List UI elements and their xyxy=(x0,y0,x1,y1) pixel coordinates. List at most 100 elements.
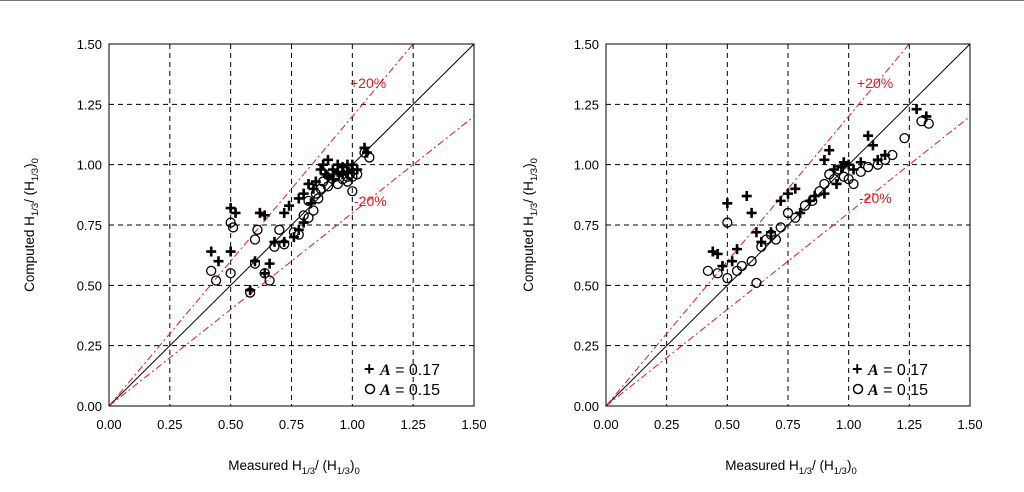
tick-labels: 0.00 0.25 0.50 0.75 1.00 1.25 1.50 0.00 0.25 0.50… xyxy=(77,37,487,432)
plus-point xyxy=(206,246,217,257)
circle-point xyxy=(288,227,300,238)
circle-point xyxy=(337,173,348,185)
circle-point xyxy=(252,224,263,235)
plus-point xyxy=(727,256,738,267)
legend-circle-marker xyxy=(852,383,864,395)
circle-point xyxy=(916,116,927,127)
circle-point xyxy=(313,193,324,204)
x-tick-label: 1.00 xyxy=(340,417,365,432)
x-tick-label: 1.50 xyxy=(461,417,486,432)
y-tick-label: 1.00 xyxy=(574,158,599,173)
plus-point xyxy=(911,104,922,115)
circle-point xyxy=(702,265,714,277)
circle-point xyxy=(344,169,356,180)
circle-point xyxy=(206,265,217,277)
chart-panel-right: 0.00 0.25 0.50 0.75 1.00 1.25 1.50 0.00 0.25 0.50… xyxy=(521,37,983,477)
circle-point xyxy=(364,152,375,163)
plus-point xyxy=(855,157,866,168)
circle-point xyxy=(736,260,748,272)
legend-circle-marker xyxy=(364,383,376,395)
legend-item-a-015: A = 0.15 xyxy=(867,382,928,399)
tick-labels: 0.00 0.25 0.50 0.75 1.00 1.25 1.50 0.00 0.25 0.50… xyxy=(574,37,983,432)
plus-point xyxy=(790,183,801,194)
plus-point xyxy=(298,188,309,199)
plus-20-line xyxy=(108,43,414,407)
y-tick-label: 0.75 xyxy=(77,218,102,233)
x-axis-label: Measured H1/3/ (H1/3)0 xyxy=(228,458,360,477)
plus-point xyxy=(323,154,333,165)
circle-point xyxy=(879,154,891,165)
y-tick-label: 1.25 xyxy=(77,97,102,112)
plus-point xyxy=(863,130,874,141)
plus-point xyxy=(722,198,733,209)
plus-point xyxy=(259,268,270,279)
plus-point xyxy=(843,159,854,170)
minus-20-line xyxy=(108,116,475,407)
circle-point xyxy=(259,268,270,279)
legend: + A = 0.17 A = 0.15 xyxy=(852,359,928,399)
circle-point xyxy=(308,205,319,216)
x-tick-label: 0.50 xyxy=(715,417,740,432)
plus-point xyxy=(293,193,304,204)
circle-point xyxy=(855,166,866,178)
plus-point xyxy=(347,159,358,170)
circle-point xyxy=(225,268,236,279)
y-tick-label: 1.00 xyxy=(77,158,102,173)
circle-point xyxy=(315,183,326,194)
y-axis-label: Computed H1/3/ (H1/3)0 xyxy=(22,158,41,292)
data-points xyxy=(206,142,375,298)
y-tick-label: 1.50 xyxy=(574,37,599,52)
plus-point xyxy=(259,210,270,221)
circle-point xyxy=(722,272,733,284)
x-tick-label: 0.25 xyxy=(654,417,679,432)
circle-point xyxy=(342,171,353,182)
plus-point xyxy=(741,191,752,202)
legend-item-a-015: A = 0.15 xyxy=(379,382,440,399)
legend-plus-marker: + xyxy=(852,359,863,379)
plus-point xyxy=(775,195,786,206)
plus-point xyxy=(230,207,241,218)
x-tick-label: 0.75 xyxy=(279,417,304,432)
plus-point xyxy=(746,207,757,218)
y-tick-label: 0.25 xyxy=(574,339,599,354)
plus-point xyxy=(225,246,236,257)
plus-point xyxy=(819,154,830,165)
circle-point xyxy=(303,212,314,223)
circle-point xyxy=(712,268,723,279)
plus-point xyxy=(824,145,835,156)
circle-point xyxy=(790,212,801,223)
x-tick-label: 0.00 xyxy=(593,417,618,432)
plus-point xyxy=(284,200,295,211)
circle-point xyxy=(210,275,222,286)
circle-point xyxy=(746,256,757,267)
plot-frame xyxy=(108,43,475,407)
y-tick-label: 0.00 xyxy=(77,399,102,414)
legend-item-a-017: A = 0.17 xyxy=(867,362,928,379)
x-tick-label: 1.50 xyxy=(957,417,982,432)
identity-line xyxy=(108,43,475,407)
legend-item-a-017: A = 0.17 xyxy=(379,362,440,379)
circle-point xyxy=(782,207,794,219)
circle-point xyxy=(756,241,767,252)
reference-lines xyxy=(108,43,475,407)
circle-point xyxy=(770,234,782,245)
minus-20-line xyxy=(605,116,971,407)
plus-point xyxy=(783,188,793,199)
x-tick-label: 1.00 xyxy=(836,417,861,432)
plus-20-label: +20% xyxy=(857,75,893,91)
plus-20-line xyxy=(605,43,910,407)
circle-point xyxy=(887,149,898,161)
circle-point xyxy=(249,234,261,245)
plot-frame xyxy=(605,43,971,407)
circle-point xyxy=(819,178,830,190)
circle-point xyxy=(833,164,845,175)
circle-point xyxy=(838,171,849,182)
minus-20-label: -20% xyxy=(859,190,892,206)
circle-point xyxy=(325,169,336,180)
circle-point xyxy=(279,239,290,250)
circle-point xyxy=(298,210,309,221)
circle-point xyxy=(249,258,261,269)
x-tick-label: 0.00 xyxy=(96,417,121,432)
x-axis-label: Measured H1/3/ (H1/3)0 xyxy=(725,458,857,477)
